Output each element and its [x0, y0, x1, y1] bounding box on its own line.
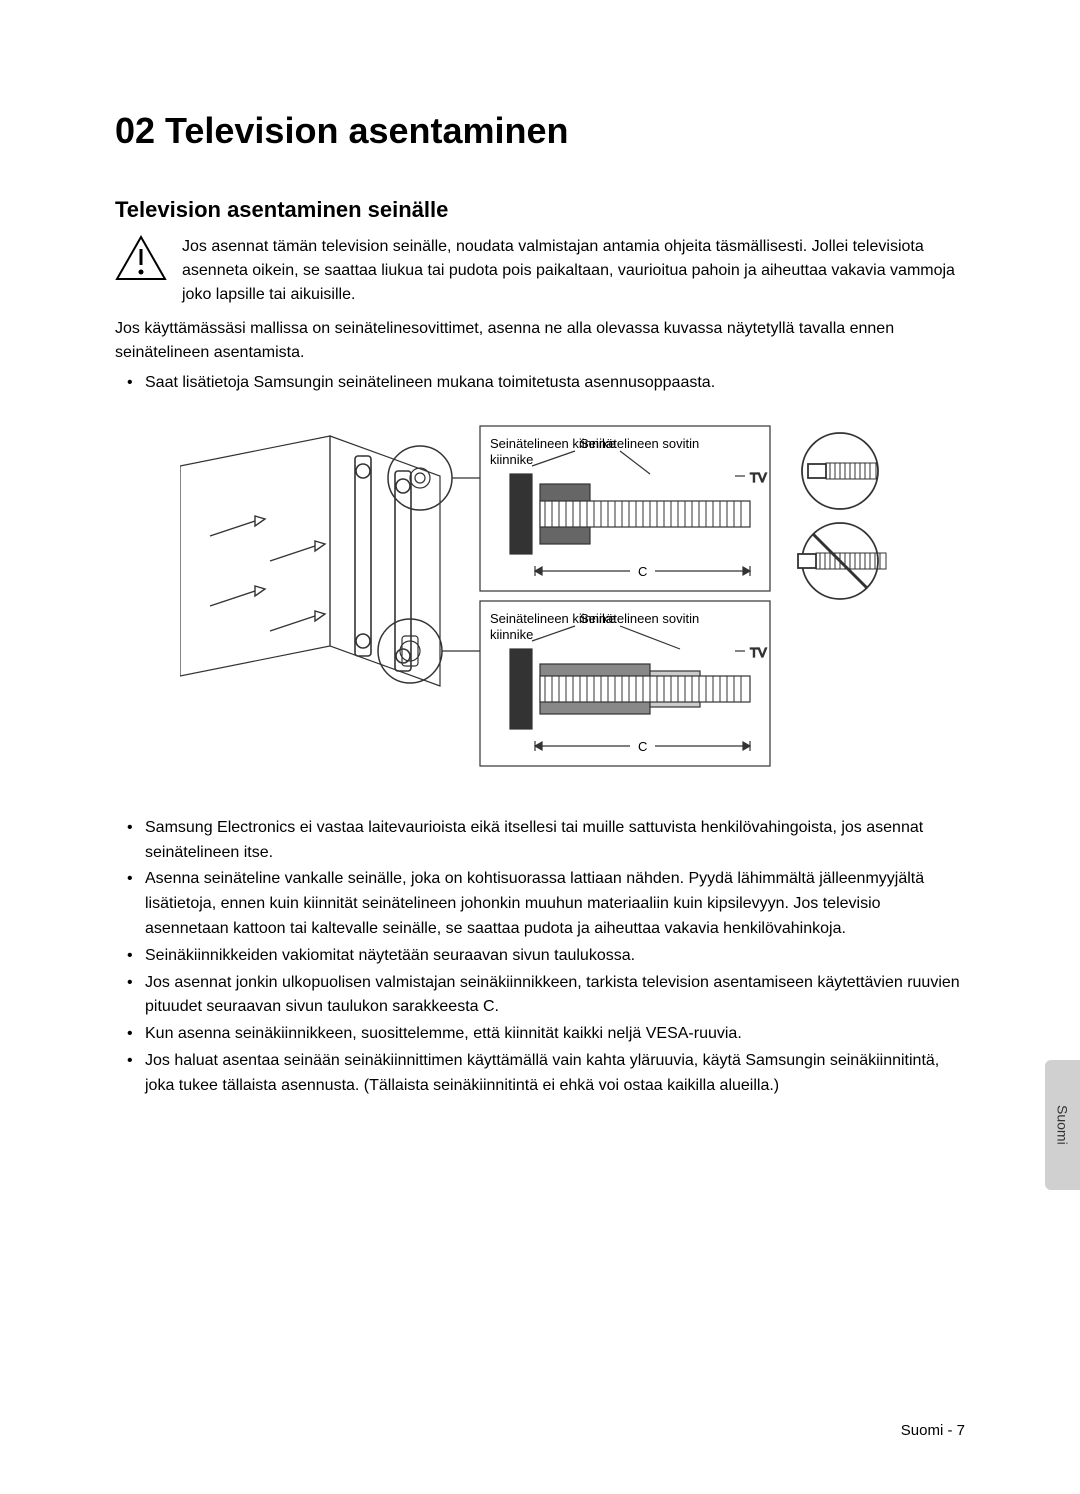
- list-item: Samsung Electronics ei vastaa laitevauri…: [145, 816, 965, 866]
- diagram-label-c: C: [638, 564, 647, 579]
- warning-icon: [115, 235, 167, 281]
- list-item: Seinäkiinnikkeiden vakiomitat näytetään …: [145, 944, 965, 969]
- diagram-label-c-b: C: [638, 739, 647, 754]
- wall-mount-diagram: Seinätelineen kiinnike kiinnike Seinätel…: [180, 416, 900, 776]
- page-footer: Suomi - 7: [901, 1422, 965, 1439]
- language-tab: Suomi: [1045, 1060, 1080, 1190]
- list-item: Kun asenna seinäkiinnikkeen, suosittelem…: [145, 1022, 965, 1047]
- lower-bullets: Samsung Electronics ei vastaa laitevauri…: [115, 816, 965, 1099]
- chapter-title: 02 Television asentaminen: [115, 110, 965, 152]
- diagram-label-adapter: Seinätelineen sovitin: [580, 436, 699, 451]
- language-tab-text: Suomi: [1055, 1105, 1071, 1145]
- list-item: Saat lisätietoja Samsungin seinätelineen…: [145, 371, 965, 396]
- section-title: Television asentaminen seinälle: [115, 197, 965, 223]
- diagram-container: Seinätelineen kiinnike kiinnike Seinätel…: [115, 416, 965, 776]
- intro-bullets: Saat lisätietoja Samsungin seinätelineen…: [115, 371, 965, 396]
- diagram-label-bracket-b2: kiinnike: [490, 627, 533, 642]
- list-item: Asenna seinäteline vankalle seinälle, jo…: [145, 867, 965, 941]
- intro-paragraph: Jos käyttämässäsi mallissa on seinätelin…: [115, 317, 965, 365]
- diagram-label-adapter-b: Seinätelineen sovitin: [580, 611, 699, 626]
- list-item: Jos asennat jonkin ulkopuolisen valmista…: [145, 971, 965, 1021]
- warning-text: Jos asennat tämän television seinälle, n…: [182, 235, 965, 307]
- diagram-label-tv-b: TV: [750, 645, 767, 660]
- diagram-label-bracket2: kiinnike: [490, 452, 533, 467]
- diagram-label-tv: TV: [750, 470, 767, 485]
- warning-block: Jos asennat tämän television seinälle, n…: [115, 235, 965, 307]
- list-item: Jos haluat asentaa seinään seinäkiinnitt…: [145, 1049, 965, 1099]
